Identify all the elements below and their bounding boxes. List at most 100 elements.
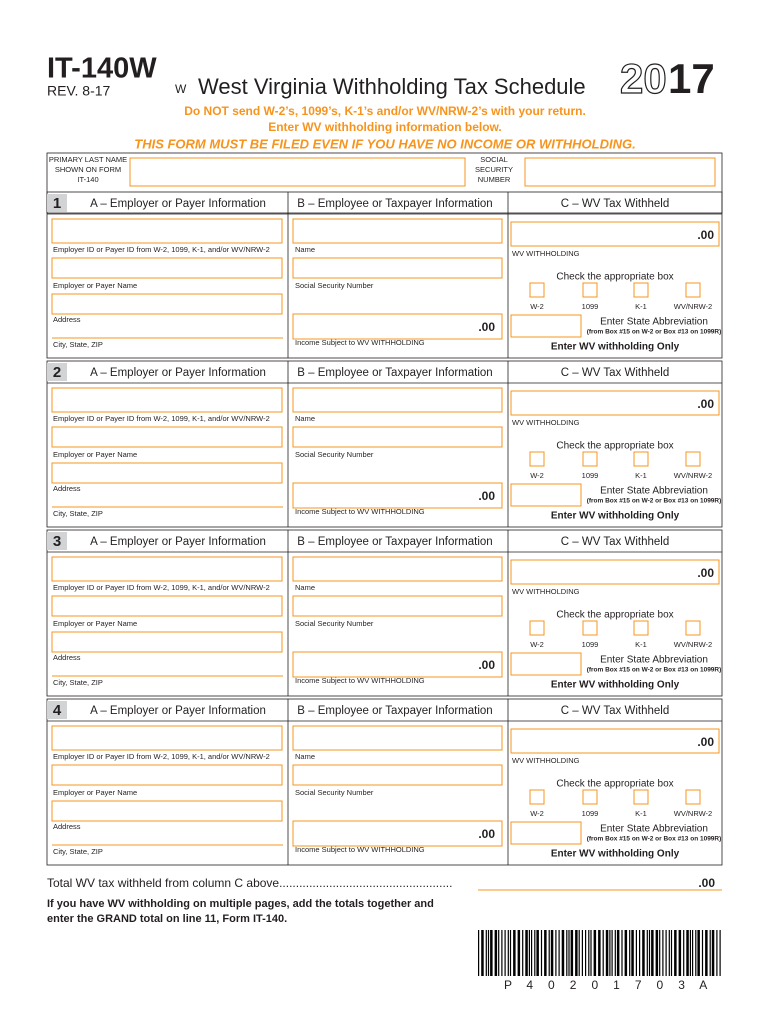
barcode-bar [558, 930, 560, 976]
checkbox[interactable] [582, 620, 598, 636]
checkbox[interactable] [633, 789, 649, 805]
barcode-bar [590, 930, 592, 976]
income-field [292, 482, 503, 509]
state-field [510, 314, 582, 338]
checkbox-label: W-2 [530, 640, 544, 649]
checkbox[interactable] [633, 451, 649, 467]
checkbox[interactable] [582, 789, 598, 805]
barcode-char: 7 [635, 978, 642, 992]
last-name-field [129, 157, 466, 187]
checkbox[interactable] [582, 451, 598, 467]
barcode-bar [504, 930, 506, 976]
barcode-bar [674, 930, 677, 976]
field-label: Employer or Payer Name [53, 450, 137, 459]
barcode-char: 0 [657, 978, 664, 992]
column-header: B – Employee or Taxpayer Information [297, 536, 492, 548]
name-field [292, 387, 503, 413]
checkbox[interactable] [685, 620, 701, 636]
cents: .00 [697, 228, 714, 242]
checkbox[interactable] [685, 789, 701, 805]
income-field [292, 313, 503, 340]
checkbox[interactable] [529, 282, 545, 298]
ssn-field [292, 764, 503, 786]
field-label: City, State, ZIP [53, 847, 103, 856]
last-name-label: SHOWN ON FORM [55, 165, 121, 174]
barcode-char: 4 [526, 978, 533, 992]
cents: .00 [478, 489, 495, 503]
field-label: Employer ID or Payer ID from W-2, 1099, … [53, 245, 270, 254]
checkbox[interactable] [633, 620, 649, 636]
notice: THIS FORM MUST BE FILED EVEN IF YOU HAVE… [134, 136, 635, 151]
column-header: C – WV Tax Withheld [561, 536, 669, 548]
barcode-bar [531, 930, 533, 976]
barcode-bar [522, 930, 524, 976]
withheld-field [510, 221, 720, 247]
field-label: Employer or Payer Name [53, 619, 137, 628]
state-note: (from Box #15 on W-2 or Box #13 on 1099R… [587, 329, 722, 336]
name-field [292, 725, 503, 751]
cents: .00 [697, 397, 714, 411]
section-number: 1 [53, 195, 61, 212]
cents: .00 [478, 827, 495, 841]
column-header: C – WV Tax Withheld [561, 705, 669, 717]
barcode-bar [678, 930, 682, 976]
barcode-bar [709, 930, 711, 976]
checkbox[interactable] [685, 451, 701, 467]
checkbox[interactable] [685, 282, 701, 298]
barcode-bar [578, 930, 580, 976]
column-header: A – Employer or Payer Information [90, 367, 266, 379]
barcode-bar [593, 930, 597, 976]
barcode-char: 0 [548, 978, 555, 992]
barcode-bar [555, 930, 557, 976]
column-header: B – Employee or Taxpayer Information [297, 705, 492, 717]
barcode-bar [692, 930, 694, 976]
field-label: Name [295, 245, 315, 254]
barcode-bar [561, 930, 565, 976]
field-label: Income Subject to WV WITHHOLDING [295, 338, 425, 347]
barcode-bar [655, 930, 659, 976]
barcode-bar [588, 930, 590, 976]
barcode-bar [716, 930, 718, 976]
ssn-field [292, 595, 503, 617]
withheld-field [510, 559, 720, 585]
barcode-bar [605, 930, 609, 976]
barcode-bar [668, 930, 670, 976]
notice: Enter WV withholding information below. [268, 120, 502, 134]
employer-name-field [51, 764, 283, 786]
barcode-bar [507, 930, 509, 976]
state-note: (from Box #15 on W-2 or Box #13 on 1099R… [587, 836, 722, 843]
field-label: Social Security Number [295, 619, 374, 628]
barcode-bar [624, 930, 628, 976]
checkbox[interactable] [633, 282, 649, 298]
last-name-label: PRIMARY LAST NAME [49, 155, 127, 164]
address-field [51, 293, 283, 315]
section-number: 2 [53, 364, 61, 381]
barcode-bar [686, 930, 689, 976]
section-frame [46, 698, 723, 866]
address-field [51, 462, 283, 484]
barcode-bar [662, 930, 664, 976]
section-frame [46, 529, 723, 697]
ssn-label: NUMBER [478, 175, 511, 184]
address-field [51, 631, 283, 653]
field-label: WV WITHHOLDING [512, 418, 580, 427]
barcode-char: A [699, 978, 707, 992]
barcode-bar [548, 930, 550, 976]
field-label: City, State, ZIP [53, 509, 103, 518]
barcode-bar [689, 930, 691, 976]
field-label: Name [295, 752, 315, 761]
barcode-bar [525, 930, 528, 976]
barcode-bar [670, 930, 673, 976]
withheld-field [510, 728, 720, 754]
state-label: Enter State Abbreviation [600, 486, 708, 497]
state-field [510, 821, 582, 845]
barcode-bar [550, 930, 554, 976]
ssn-field [292, 426, 503, 448]
checkbox[interactable] [529, 451, 545, 467]
checkbox[interactable] [529, 789, 545, 805]
column-header: B – Employee or Taxpayer Information [297, 367, 492, 379]
checkbox[interactable] [529, 620, 545, 636]
year-outline: 20 [620, 55, 667, 102]
checkbox[interactable] [582, 282, 598, 298]
field-label: City, State, ZIP [53, 678, 103, 687]
